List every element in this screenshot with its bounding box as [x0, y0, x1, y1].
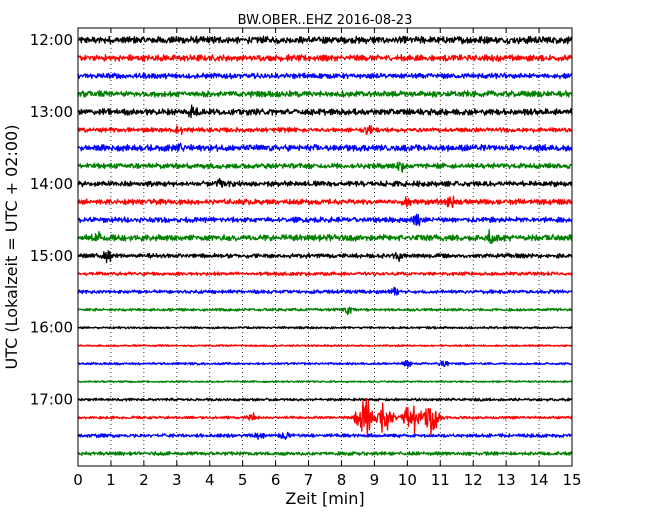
seismic-trace: [77, 250, 573, 264]
x-axis-label: Zeit [min]: [285, 489, 364, 508]
seismic-trace: [77, 271, 573, 277]
x-tick-label: 7: [304, 471, 314, 489]
y-axis-label: UTC (Lokalzeit = UTC + 02:00): [2, 125, 21, 370]
x-tick-label: 8: [337, 471, 347, 489]
x-tick-label: 4: [205, 471, 215, 489]
y-tick-label: 14:00: [30, 175, 73, 193]
x-tick-label: 10: [398, 471, 417, 489]
x-tick-label: 14: [530, 471, 549, 489]
seismic-trace: [77, 213, 573, 227]
y-tick-label: 16:00: [30, 319, 73, 337]
seismic-trace: [77, 35, 573, 45]
y-tick-label: 13:00: [30, 103, 73, 121]
x-tick-label: 6: [271, 471, 281, 489]
seismic-trace: [77, 431, 573, 440]
seismic-trace: [77, 451, 573, 457]
x-tick-label: 1: [106, 471, 116, 489]
seismic-trace: [77, 72, 573, 80]
seismic-trace: [77, 161, 573, 173]
seismic-trace: [77, 53, 573, 62]
seismic-trace: [77, 89, 573, 98]
seismic-trace: [77, 125, 573, 136]
x-tick-label: 0: [73, 471, 83, 489]
seismic-trace: [77, 325, 573, 330]
y-tick-label: 15:00: [30, 247, 73, 265]
x-tick-label: 15: [562, 471, 581, 489]
seismic-trace: [77, 397, 573, 402]
x-tick-label: 9: [370, 471, 380, 489]
x-tick-label: 2: [139, 471, 149, 489]
seismic-trace: [77, 177, 573, 188]
x-axis-ticks: 0 1 2 3 4 5 6 7 8 9 10 11 12 13 14 15: [73, 28, 582, 489]
seismic-trace: [77, 344, 573, 348]
seismic-trace: [77, 359, 573, 368]
x-tick-label: 13: [497, 471, 516, 489]
y-tick-label: 17:00: [30, 391, 73, 409]
x-tick-label: 11: [431, 471, 450, 489]
seismic-trace: [77, 142, 573, 152]
seismic-trace: [77, 397, 573, 437]
seismic-trace: [77, 380, 573, 384]
x-tick-label: 3: [172, 471, 182, 489]
seismic-trace: [77, 286, 573, 296]
y-tick-label: 12:00: [30, 31, 73, 49]
plot-frame: [77, 27, 573, 467]
x-tick-label: 12: [464, 471, 483, 489]
y-axis-ticks: 12:00 13:00 14:00 15:00 16:00 17:00: [30, 31, 572, 409]
seismic-trace: [77, 195, 573, 209]
chart-title: BW.OBER..EHZ 2016-08-23: [238, 13, 413, 28]
seismic-trace: [77, 104, 573, 119]
seismic-traces: [77, 35, 573, 457]
x-tick-label: 5: [238, 471, 248, 489]
seismic-trace: [77, 228, 573, 245]
seismic-trace: [77, 306, 573, 316]
